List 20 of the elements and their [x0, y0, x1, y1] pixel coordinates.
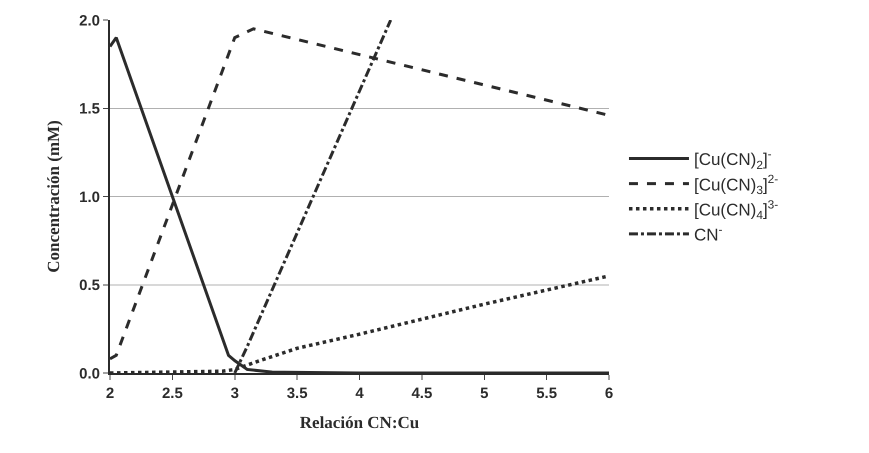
x-tick-label: 5.5: [536, 385, 558, 402]
y-tick-label: 2.0: [79, 12, 100, 30]
x-tick-label: 6: [604, 385, 614, 402]
x-tick-label: 4: [355, 385, 364, 402]
legend-label: [Cu(CN)$_{2}$]$^{-}$: [694, 147, 772, 172]
y-axis-title: Concentración (mM): [44, 120, 64, 273]
x-tick-label: 2: [106, 385, 114, 402]
x-tick-label: 4.5: [411, 385, 432, 402]
legend-label: CN$^{-}$: [694, 222, 723, 244]
legend-label: [Cu(CN)$_{3}$]$^{2-}$: [694, 172, 778, 197]
y-tick-label: 1.5: [79, 100, 100, 118]
y-tick-label: 0.0: [79, 365, 100, 382]
x-axis-title: Relación CN:Cu: [300, 412, 420, 432]
y-tick-label: 0.5: [79, 277, 100, 294]
legend-label: [Cu(CN)$_{4}$]$^{3-}$: [694, 197, 778, 222]
x-tick-label: 3: [230, 385, 239, 402]
x-tick-label: 5: [480, 385, 488, 402]
x-tick-label: 2.5: [162, 385, 183, 402]
y-tick-label: 1.0: [79, 188, 100, 206]
x-tick-label: 3.5: [286, 385, 308, 402]
